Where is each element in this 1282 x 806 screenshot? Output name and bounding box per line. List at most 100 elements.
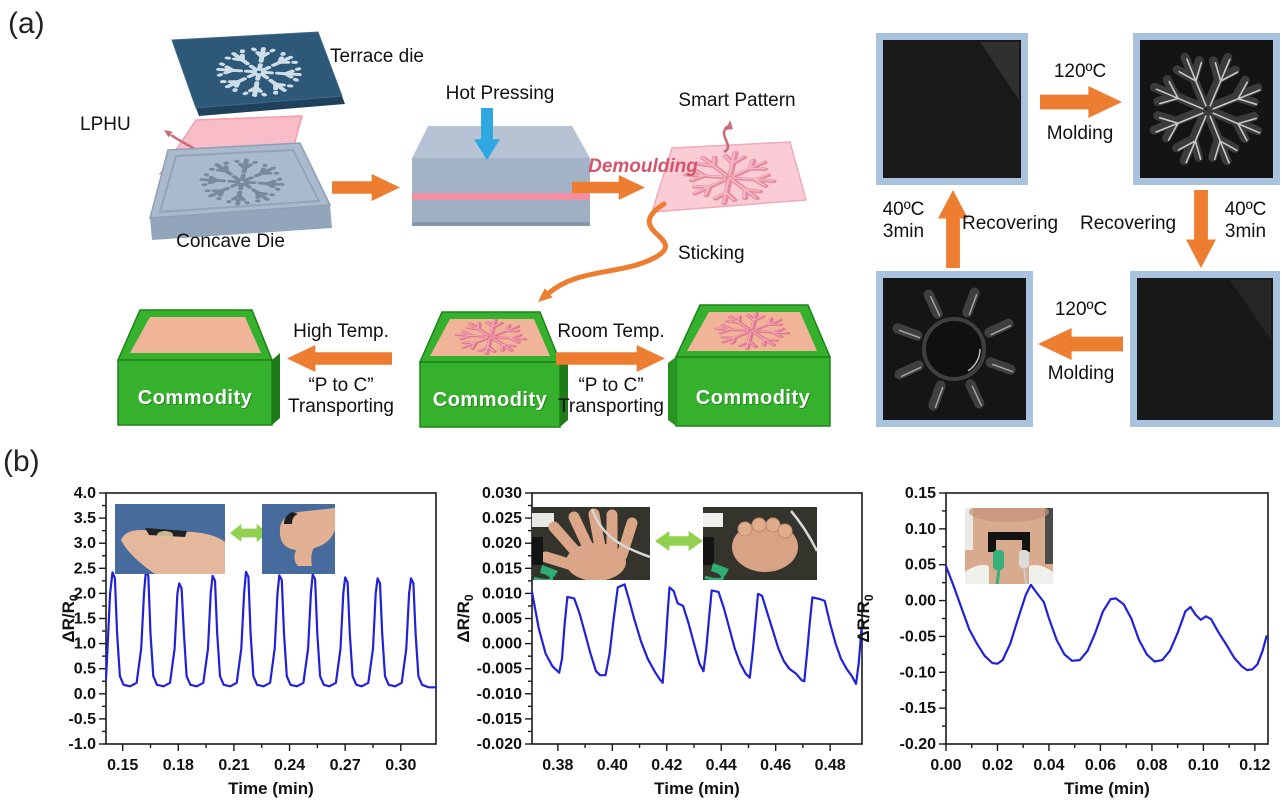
hot-pressing-label: Hot Pressing xyxy=(445,83,555,104)
y-axis-label: ΔR/R0 xyxy=(855,594,876,643)
svg-text:2.0: 2.0 xyxy=(74,585,96,602)
concave-die-label: Concave Die xyxy=(176,231,285,252)
snowflake-recess-concave xyxy=(195,156,289,208)
molding-top-label: Molding xyxy=(1046,123,1114,144)
svg-text:0.27: 0.27 xyxy=(330,757,361,774)
axis-tick-labels: 0.15 0.18 0.21 0.24 0.27 0.30 4.0 3.5 3.0 2.5 2.0 1… xyxy=(68,485,416,774)
chart-finger-bending: 0.15 0.18 0.21 0.24 0.27 0.30 4.0 3.5 3.0 2.5 2.0 1… xyxy=(60,483,445,806)
svg-text:0.48: 0.48 xyxy=(815,757,846,774)
photo-sun-molded xyxy=(876,271,1033,427)
axis-ticks xyxy=(939,492,1256,751)
demoulding-label: Demoulding xyxy=(588,156,698,177)
svg-text:0.10: 0.10 xyxy=(905,521,936,538)
photo-flat-bottom xyxy=(1130,271,1280,427)
x-axis-label: Time (min) xyxy=(654,779,740,798)
chart-wrist-canvas: 0.38 0.40 0.42 0.44 0.46 0.48 0.030 0.025 0.020 0… xyxy=(455,485,863,798)
svg-text:2.5: 2.5 xyxy=(74,560,96,577)
recovering-up-arrow-icon xyxy=(938,190,968,268)
recovering-down-arrow-icon xyxy=(1186,190,1216,268)
svg-text:0.02: 0.02 xyxy=(982,757,1013,774)
svg-text:0.42: 0.42 xyxy=(651,757,682,774)
y-axis-label: ΔR/R0 xyxy=(60,594,81,643)
transporting-left-label: Transporting xyxy=(288,396,394,417)
svg-text:0.08: 0.08 xyxy=(1136,757,1167,774)
hot-pressed-stack xyxy=(412,126,590,226)
chart-wrist-fist: 0.38 0.40 0.42 0.44 0.46 0.48 0.030 0.025 0.020 0… xyxy=(455,483,870,806)
sticking-arrow-icon xyxy=(538,201,668,302)
finger-bent-graphic xyxy=(262,504,335,574)
svg-text:-0.005: -0.005 xyxy=(477,661,522,678)
axis-ticks xyxy=(525,492,831,751)
svg-text:0.05: 0.05 xyxy=(905,557,936,574)
svg-text:0.025: 0.025 xyxy=(482,510,522,527)
molding-top-arrow-icon xyxy=(1040,86,1122,118)
svg-text:0.00: 0.00 xyxy=(905,593,936,610)
terrace-die-label: Terrace die xyxy=(330,46,424,67)
x-axis-label: Time (min) xyxy=(228,779,314,798)
fist-graphic xyxy=(703,507,817,580)
snowflake-photo-pattern xyxy=(1149,52,1263,166)
svg-text:0.020: 0.020 xyxy=(482,535,522,552)
chart-throat: 0.00 0.02 0.04 0.06 0.08 0.10 0.12 0.15 0.10 0.05… xyxy=(855,483,1275,806)
commodity-label-3: Commodity xyxy=(695,387,811,409)
p-to-c-left-label: “P to C” xyxy=(308,375,374,396)
svg-text:0.0: 0.0 xyxy=(74,686,96,703)
svg-text:0.18: 0.18 xyxy=(163,757,194,774)
recover-left-time-label: 3min xyxy=(882,221,925,242)
y-axis-label: ΔR/R0 xyxy=(455,594,476,643)
svg-text:0.015: 0.015 xyxy=(482,560,522,577)
high-temp-label: High Temp. xyxy=(293,321,389,342)
panel-a-label: (a) xyxy=(8,7,45,40)
x-axis-label: Time (min) xyxy=(1064,779,1150,798)
sticking-label: Sticking xyxy=(678,243,745,264)
finger-straight-photo xyxy=(115,504,225,574)
svg-text:1.0: 1.0 xyxy=(74,636,96,653)
p-to-c-right-label: “P to C” xyxy=(578,375,644,396)
svg-text:0.000: 0.000 xyxy=(482,636,522,653)
open-hand-graphic xyxy=(532,507,650,580)
fist-double-arrow-icon xyxy=(655,531,703,551)
svg-text:0.030: 0.030 xyxy=(482,485,522,502)
press-down-arrow-icon xyxy=(474,108,500,160)
signal-curve xyxy=(944,564,1268,672)
recover-right-time-label: 3min xyxy=(1224,221,1267,242)
lphu-label: LPHU xyxy=(80,114,131,135)
room-temp-label: Room Temp. xyxy=(557,321,665,342)
axis-ticks xyxy=(99,492,402,751)
svg-text:0.12: 0.12 xyxy=(1239,757,1270,774)
svg-text:0.00: 0.00 xyxy=(930,757,961,774)
svg-text:0.10: 0.10 xyxy=(1188,757,1219,774)
open-hand-photo xyxy=(532,507,650,580)
recover-left-temp-label: 40ºC xyxy=(882,199,925,220)
svg-text:0.5: 0.5 xyxy=(74,661,96,678)
process-arrow-1-icon xyxy=(332,174,400,201)
photo-snowflake-molded xyxy=(1133,33,1280,185)
commodity-label-1: Commodity xyxy=(137,387,253,409)
transporting-right-label: Transporting xyxy=(558,396,664,417)
process-arrow-2-icon xyxy=(572,175,645,200)
commodity-block-snowflake-1 xyxy=(418,311,568,428)
finger-straight-graphic xyxy=(115,504,225,574)
svg-text:-0.05: -0.05 xyxy=(900,628,937,645)
signal-curve xyxy=(530,583,863,685)
svg-text:0.005: 0.005 xyxy=(482,611,522,628)
svg-text:1.5: 1.5 xyxy=(74,611,96,628)
svg-text:0.010: 0.010 xyxy=(482,585,522,602)
svg-text:-0.010: -0.010 xyxy=(477,686,522,703)
sun-photo-pattern xyxy=(892,287,1016,411)
smart-pattern-sheet xyxy=(650,141,807,213)
snowflake-pattern-terrace xyxy=(210,44,308,100)
bend-double-arrow-icon xyxy=(230,524,268,542)
snowflake-commodity-2 xyxy=(713,311,791,351)
molding-top-temp-label: 120ºC xyxy=(1053,61,1107,82)
concave-die xyxy=(149,142,332,240)
svg-text:-0.020: -0.020 xyxy=(477,736,522,753)
commodity-block-snowflake-2 xyxy=(668,304,832,427)
snowflake-smart-pattern xyxy=(683,150,777,206)
process-schematic xyxy=(116,31,1280,428)
snowflake-commodity-1 xyxy=(454,318,528,356)
molding-bottom-label: Molding xyxy=(1047,363,1115,384)
svg-text:0.40: 0.40 xyxy=(597,757,628,774)
smart-pattern-label: Smart Pattern xyxy=(678,90,796,111)
